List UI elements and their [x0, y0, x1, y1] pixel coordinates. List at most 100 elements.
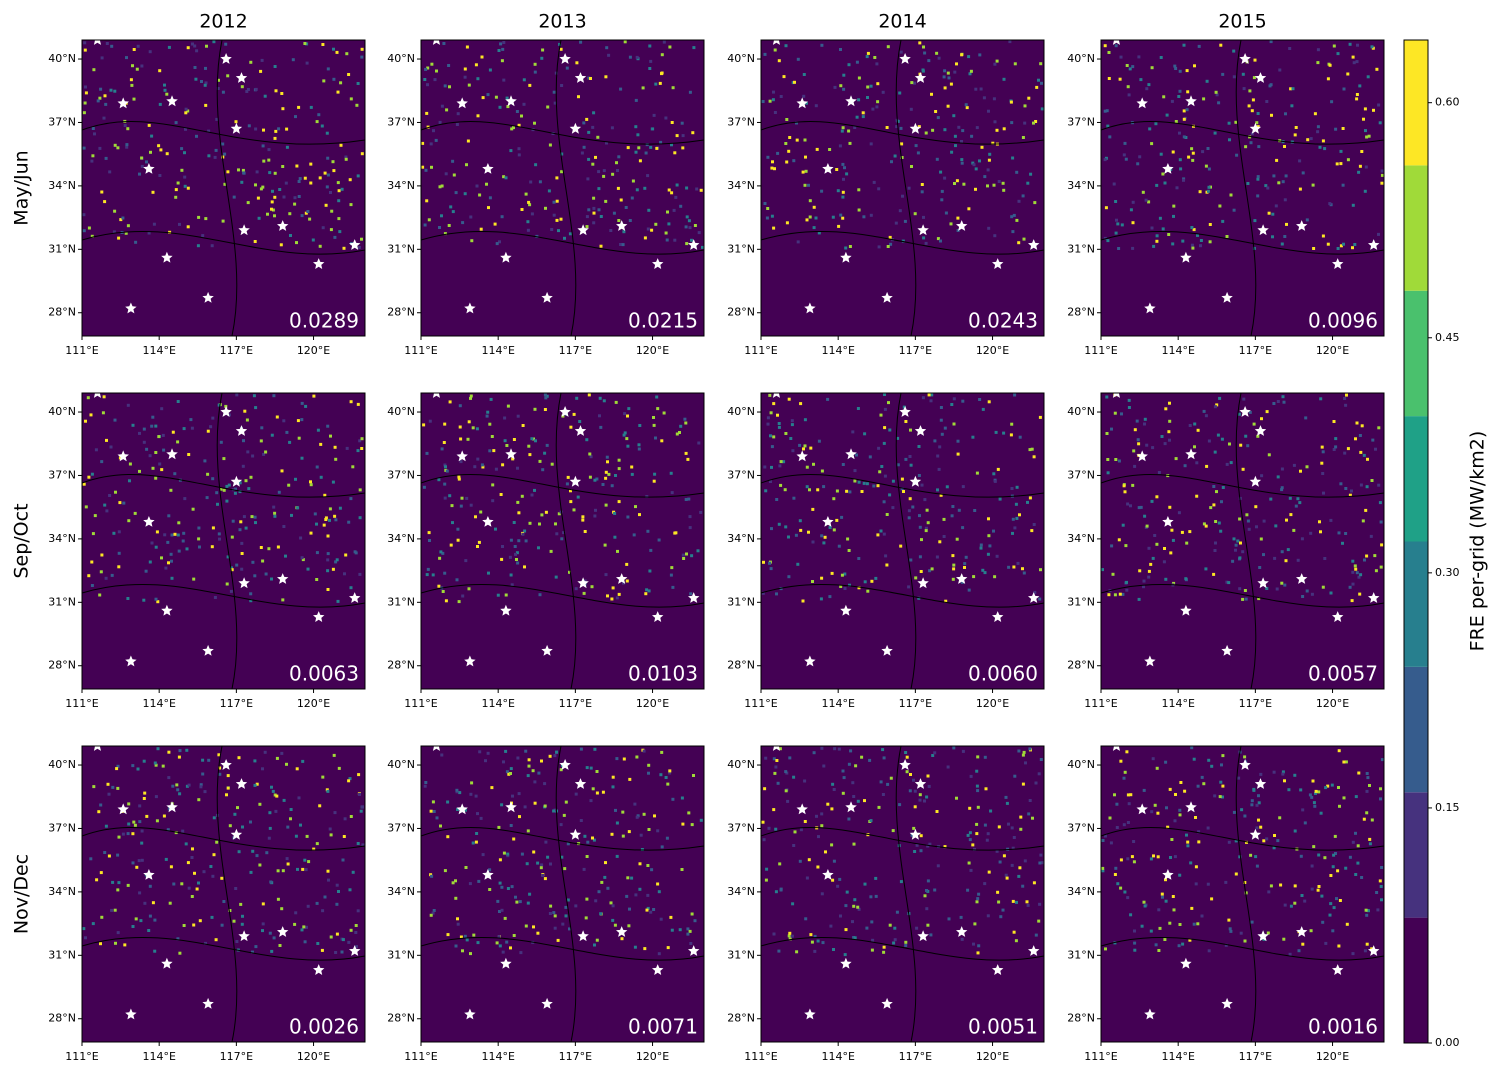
fire-pixel — [1122, 776, 1126, 780]
fire-pixel — [471, 426, 475, 430]
fire-pixel — [86, 396, 90, 400]
fire-pixel — [779, 460, 783, 464]
fire-pixel — [330, 209, 334, 213]
fire-pixel — [467, 420, 471, 424]
fire-pixel — [250, 515, 254, 519]
fire-pixel — [537, 546, 540, 550]
fire-pixel — [1284, 112, 1287, 116]
fire-pixel — [909, 428, 912, 432]
fire-pixel — [207, 758, 211, 762]
fire-pixel — [660, 72, 663, 76]
city-star — [230, 475, 243, 487]
fire-pixel — [83, 48, 87, 52]
fire-pixel — [1024, 761, 1027, 765]
city-star — [992, 611, 1004, 622]
fire-pixel — [690, 912, 694, 916]
fire-pixel — [770, 527, 773, 531]
fire-pixel — [556, 938, 560, 942]
fire-pixel — [1360, 150, 1364, 153]
city-star — [688, 239, 700, 250]
fire-pixel — [1237, 776, 1241, 780]
fire-pixel — [1357, 771, 1361, 775]
fire-pixel — [486, 410, 490, 414]
fire-pixel — [163, 88, 167, 92]
fire-pixel — [983, 175, 987, 179]
fire-pixel — [517, 792, 521, 796]
fire-pixel — [862, 215, 866, 219]
fire-pixel — [575, 61, 579, 65]
fire-pixel — [1271, 235, 1274, 239]
fire-pixel — [272, 505, 276, 509]
map-background — [82, 40, 365, 336]
lat-tick-label: 40°N — [727, 758, 755, 771]
fire-pixel — [763, 465, 767, 469]
fire-pixel — [691, 131, 695, 135]
fire-pixel — [1363, 189, 1367, 193]
fire-pixel — [1344, 866, 1348, 870]
fire-pixel — [144, 569, 148, 573]
fire-pixel — [1012, 930, 1016, 934]
city-star — [166, 801, 178, 813]
fire-pixel — [560, 855, 564, 859]
fire-pixel — [915, 843, 919, 847]
fire-pixel — [810, 940, 814, 944]
fire-pixel — [116, 931, 120, 935]
fire-pixel — [882, 756, 886, 760]
fire-pixel — [1379, 520, 1383, 524]
fire-pixel — [681, 553, 685, 557]
fire-pixel — [664, 776, 668, 779]
map-background — [1101, 746, 1384, 1042]
lat-tick-label: 31°N — [387, 948, 415, 961]
fire-pixel — [918, 525, 922, 529]
fire-pixel — [680, 868, 684, 871]
fire-pixel — [1329, 874, 1333, 877]
city-star — [220, 759, 232, 770]
fire-pixel — [829, 924, 833, 928]
fire-pixel — [1243, 939, 1247, 943]
fire-pixel — [598, 414, 601, 418]
fire-pixel — [1337, 531, 1341, 535]
fire-pixel — [1281, 772, 1285, 776]
fire-pixel — [976, 951, 980, 955]
fire-pixel — [772, 435, 776, 439]
fire-pixel — [518, 900, 522, 904]
fire-pixel — [530, 437, 534, 441]
fire-pixel — [627, 830, 631, 834]
fire-pixel — [273, 171, 277, 175]
fire-pixel — [165, 152, 169, 156]
fire-pixel — [951, 505, 955, 508]
fire-pixel — [160, 468, 164, 472]
fire-pixel — [953, 70, 957, 74]
fire-pixel — [1309, 531, 1313, 535]
fire-pixel — [831, 878, 835, 882]
fire-pixel — [1184, 577, 1188, 581]
fire-pixel — [820, 824, 824, 828]
fire-pixel — [550, 228, 554, 231]
fire-pixel — [170, 559, 173, 563]
fire-pixel — [1266, 931, 1270, 935]
fire-pixel — [1193, 445, 1196, 449]
fire-pixel — [340, 187, 344, 191]
fire-pixel — [913, 789, 917, 793]
fire-pixel — [911, 505, 915, 509]
fire-pixel — [99, 942, 102, 946]
city-star — [1332, 611, 1344, 622]
city-star — [1162, 516, 1174, 527]
fire-pixel — [1322, 491, 1325, 495]
fire-pixel — [261, 144, 265, 148]
fire-pixel — [285, 127, 289, 131]
fire-pixel — [588, 452, 592, 456]
map-frame — [1100, 39, 1385, 337]
fire-pixel — [853, 126, 857, 129]
fire-pixel — [1034, 933, 1038, 937]
fire-pixel — [669, 573, 673, 577]
fire-pixel — [269, 880, 273, 884]
fire-pixel — [1281, 180, 1285, 184]
fire-pixel — [607, 472, 611, 476]
fire-pixel — [655, 395, 659, 399]
fire-pixel — [1356, 844, 1360, 848]
fire-pixel — [233, 812, 237, 816]
fire-pixel — [164, 857, 168, 861]
fire-pixel — [1316, 48, 1320, 52]
